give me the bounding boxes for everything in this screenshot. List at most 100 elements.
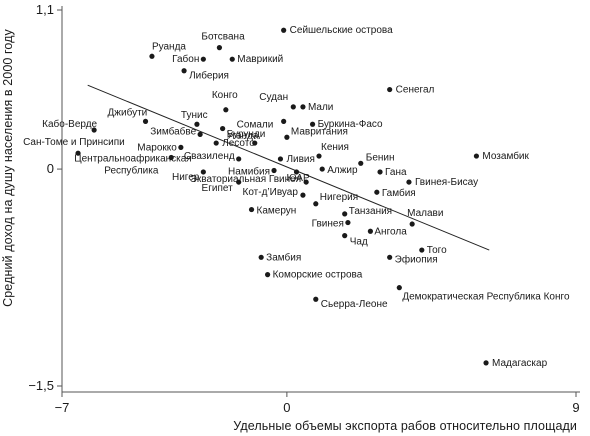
data-point (284, 134, 290, 140)
data-point (342, 211, 348, 217)
data-point-label: Буркина-Фасо (318, 119, 383, 130)
data-point (213, 140, 219, 146)
data-point-label: Лесото (222, 138, 255, 149)
data-point-label: Гамбия (382, 187, 416, 199)
data-point (387, 254, 393, 260)
data-point (313, 201, 319, 207)
data-points (75, 27, 489, 366)
data-point (248, 206, 255, 213)
data-point (319, 166, 325, 172)
data-point-label: ЮАР (287, 173, 310, 184)
data-point (281, 118, 287, 124)
data-point-label: Кот-д’Ивуар (243, 187, 299, 198)
data-point-label: Гана (385, 167, 407, 178)
data-point (252, 140, 258, 146)
data-point (258, 254, 264, 260)
data-point (316, 153, 322, 159)
data-point (194, 121, 200, 127)
data-point (419, 247, 425, 253)
data-point (313, 296, 319, 302)
data-point-label: Чад (350, 237, 368, 248)
data-point-label: Судан (259, 92, 288, 103)
data-point-label: Гвинея-Бисау (415, 177, 478, 188)
data-point (271, 167, 277, 174)
data-point-label: Джибути (108, 106, 148, 118)
data-point (200, 56, 206, 62)
data-point (265, 272, 271, 278)
data-point (178, 144, 184, 150)
data-point (303, 179, 309, 185)
data-point (300, 192, 306, 198)
data-point-label: Тунис (181, 110, 208, 121)
data-point (483, 360, 489, 366)
data-point-label: Замбия (266, 251, 301, 263)
data-point (75, 150, 81, 156)
data-point-label: Свазиленд (184, 151, 235, 162)
data-point-label: Сейшельские острова (290, 25, 393, 36)
data-point (367, 228, 373, 234)
data-point (358, 160, 364, 166)
data-point (473, 153, 480, 159)
data-point (200, 169, 206, 175)
data-point (216, 45, 223, 51)
data-point (406, 179, 412, 185)
data-point-label: Ангола (374, 226, 407, 237)
data-point (345, 219, 351, 226)
data-point (91, 127, 97, 133)
data-point (409, 221, 415, 227)
data-point (149, 53, 155, 59)
data-point-label: Руанда (152, 41, 186, 52)
y-tick-label: −1,5 (28, 378, 54, 393)
data-point-label: Эфиопия (395, 253, 438, 265)
data-point (374, 189, 380, 195)
data-point (142, 118, 149, 124)
x-tick-label: −7 (55, 400, 70, 415)
data-point-label: Бурунди (227, 129, 266, 140)
data-point (309, 121, 316, 127)
data-point-label: Танзания (349, 206, 392, 217)
data-point-label: Намибия (228, 166, 270, 178)
data-point-label: Ливия (286, 154, 314, 165)
data-point-label: Малави (407, 208, 443, 219)
data-point-label: Алжир (327, 165, 358, 176)
data-point (236, 156, 242, 162)
y-axis-title: Средний доход на душу населения в 2000 г… (1, 28, 15, 306)
data-point-label: Кабо-Верде (42, 118, 97, 130)
data-point-label: Габон (172, 53, 199, 65)
data-point (396, 285, 402, 291)
data-point-label: Сьерра-Леоне (321, 299, 388, 310)
data-point-label: Демократическая Республика Конго (402, 291, 570, 303)
data-point (229, 56, 235, 62)
x-axis-title: Удельные объемы экспорта рабов относител… (233, 419, 577, 433)
data-point (293, 169, 300, 175)
data-point-label: Маврикий (237, 54, 283, 65)
axes (61, 6, 580, 393)
data-point-label: Египет (202, 183, 234, 194)
data-point-label: Экваториальная Гвинея (190, 174, 301, 185)
data-point (377, 169, 383, 175)
data-point-label: Мавритания (291, 126, 348, 137)
data-point-label: Нигер (172, 172, 200, 183)
data-point (181, 68, 187, 74)
data-point-label: Центральноафриканская Республика (74, 153, 192, 177)
y-tick-label: 1,1 (36, 2, 54, 17)
data-point (281, 27, 287, 33)
data-point-label: Сан-Томе и Принсипи (23, 137, 125, 148)
data-point (290, 104, 296, 110)
data-point-label: Того (427, 245, 447, 256)
data-point-label: Марокко (137, 142, 177, 153)
data-point-label: Мозамбик (482, 150, 529, 162)
data-point (300, 104, 306, 110)
data-point (197, 131, 203, 137)
x-tick-label: 9 (572, 400, 579, 415)
data-point-label: Сомали (237, 119, 274, 130)
data-point-label: Нигерия (320, 192, 358, 203)
data-point (223, 107, 229, 113)
data-point-label: Сенегал (396, 85, 435, 96)
data-point (168, 154, 174, 161)
data-point (387, 86, 393, 93)
data-point-label: Кения (321, 142, 349, 153)
data-point-label: Конго (212, 90, 238, 101)
